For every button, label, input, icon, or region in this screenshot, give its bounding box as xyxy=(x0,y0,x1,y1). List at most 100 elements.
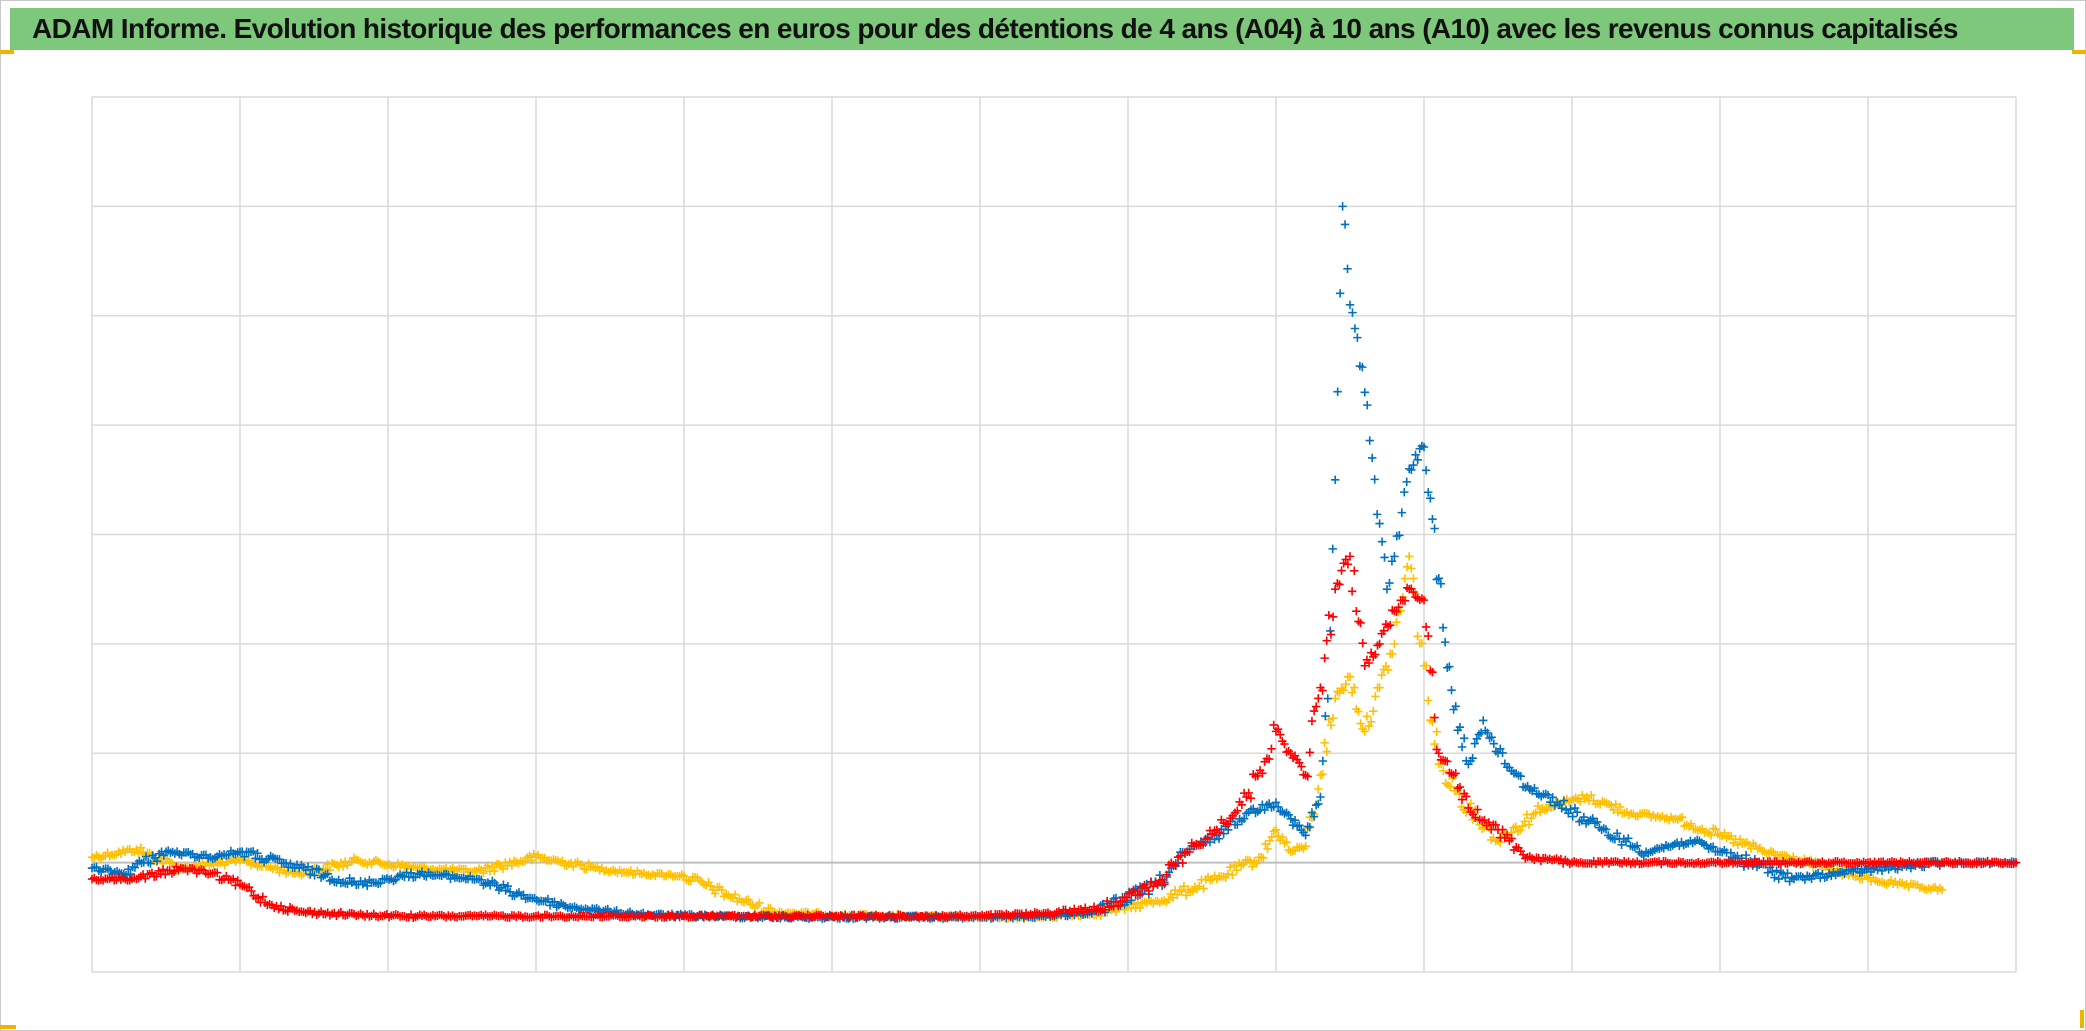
data-point xyxy=(1273,831,1283,841)
data-point xyxy=(1360,388,1369,397)
data-point xyxy=(717,885,726,895)
data-point xyxy=(1135,890,1145,900)
data-point xyxy=(479,868,488,878)
data-point xyxy=(1686,819,1696,829)
data-point xyxy=(1379,626,1389,636)
data-point xyxy=(1326,721,1336,730)
data-point xyxy=(1178,858,1187,868)
data-point xyxy=(1530,783,1539,793)
data-point xyxy=(1388,649,1397,659)
data-point xyxy=(152,856,162,866)
data-point xyxy=(1335,289,1345,298)
data-point xyxy=(247,886,256,896)
data-point xyxy=(1362,712,1372,721)
data-point xyxy=(1417,639,1427,648)
data-point xyxy=(1164,895,1173,904)
data-point xyxy=(1322,747,1331,756)
data-point xyxy=(1278,832,1287,842)
data-point xyxy=(1543,790,1553,800)
data-point xyxy=(1246,794,1256,803)
data-point xyxy=(228,874,238,884)
data-point xyxy=(1157,875,1167,884)
data-point xyxy=(1307,716,1317,726)
data-point xyxy=(1176,851,1185,860)
data-point xyxy=(1339,686,1348,695)
data-point xyxy=(1445,662,1454,671)
data-point xyxy=(1208,830,1217,839)
data-point xyxy=(1318,686,1327,695)
data-point xyxy=(406,868,416,877)
data-point xyxy=(1269,827,1279,836)
data-point xyxy=(276,901,286,911)
data-point xyxy=(1774,874,1783,884)
data-point xyxy=(1297,762,1306,771)
data-point xyxy=(1735,835,1745,844)
data-point xyxy=(1470,739,1479,748)
data-point xyxy=(248,847,258,856)
data-point xyxy=(1267,832,1276,842)
data-point xyxy=(558,856,567,865)
data-point xyxy=(1387,557,1397,566)
data-point xyxy=(1380,553,1389,562)
data-point xyxy=(1263,844,1272,854)
data-point xyxy=(1617,840,1626,850)
data-point xyxy=(1237,800,1247,809)
data-point xyxy=(755,898,764,908)
data-point xyxy=(1371,650,1380,659)
data-point xyxy=(1472,734,1482,744)
data-point xyxy=(1419,442,1429,452)
data-point xyxy=(1320,653,1329,663)
data-point xyxy=(1434,574,1443,583)
data-point xyxy=(499,880,508,889)
data-point xyxy=(1726,848,1736,858)
data-point xyxy=(134,849,143,858)
data-point xyxy=(1333,387,1342,396)
data-point xyxy=(1457,795,1467,804)
data-point xyxy=(251,854,260,863)
data-point xyxy=(1392,607,1401,617)
data-point xyxy=(1708,842,1718,851)
data-point xyxy=(1321,711,1330,721)
data-point xyxy=(1524,820,1534,829)
data-point xyxy=(1405,552,1414,561)
data-point xyxy=(1144,886,1154,896)
data-point xyxy=(1392,617,1401,627)
data-point xyxy=(1233,820,1242,829)
title-bar: ADAM Informe. Evolution historique des p… xyxy=(10,8,2074,50)
data-point xyxy=(1639,851,1648,861)
data-point xyxy=(141,852,151,861)
data-point xyxy=(730,890,740,899)
data-point xyxy=(1341,679,1350,689)
data-point xyxy=(1496,744,1505,753)
data-point xyxy=(1320,738,1329,747)
data-point xyxy=(411,872,420,882)
data-point xyxy=(1417,441,1427,451)
data-point xyxy=(1733,851,1742,861)
data-point xyxy=(1363,400,1372,410)
data-point xyxy=(1299,828,1308,837)
series-2 xyxy=(87,552,2021,922)
data-point xyxy=(1353,333,1362,342)
data-point xyxy=(1546,797,1555,807)
data-point xyxy=(292,868,302,877)
data-point xyxy=(1205,837,1215,847)
data-point xyxy=(152,872,161,881)
data-point xyxy=(1360,661,1369,670)
data-point xyxy=(1400,596,1410,605)
data-point xyxy=(1507,834,1516,843)
data-point xyxy=(1498,825,1507,834)
data-point xyxy=(1375,519,1384,528)
data-point xyxy=(1284,746,1293,756)
data-point xyxy=(1468,753,1477,763)
data-point xyxy=(543,894,553,904)
data-point xyxy=(1377,670,1386,680)
data-point xyxy=(1323,694,1332,703)
data-point xyxy=(1264,754,1274,764)
data-point xyxy=(1253,771,1262,781)
data-point xyxy=(1385,578,1394,588)
data-point xyxy=(1350,566,1359,575)
data-point xyxy=(1309,706,1319,716)
data-point xyxy=(1407,465,1416,475)
data-point xyxy=(498,864,508,874)
